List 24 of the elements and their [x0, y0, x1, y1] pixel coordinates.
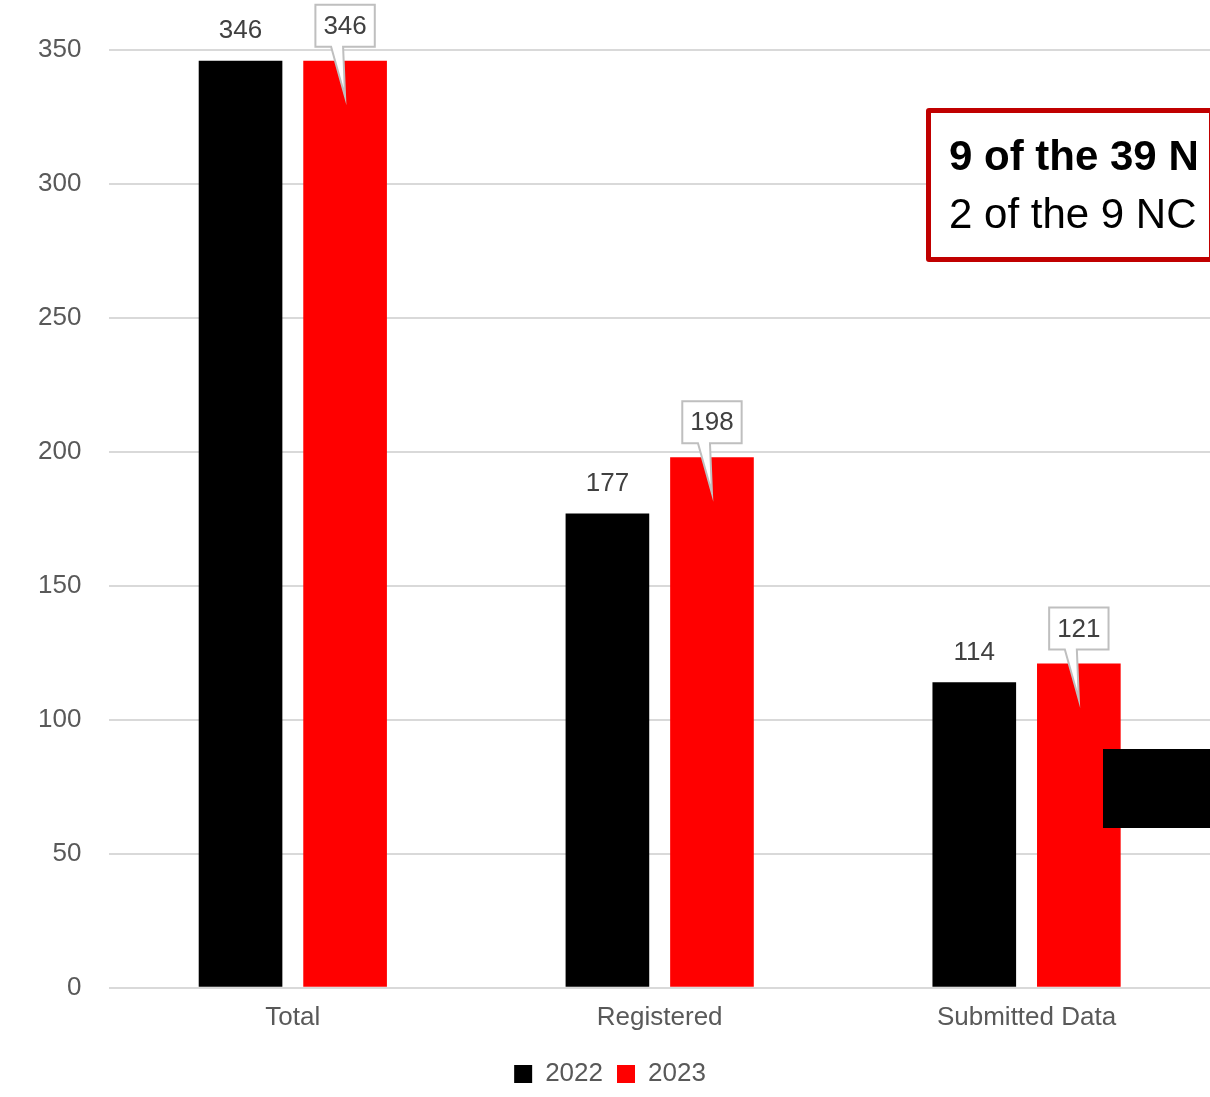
data-label: 114: [953, 635, 996, 666]
annotation: 2 of the 9 NC: [949, 189, 1198, 239]
y-tick-label: 300: [37, 167, 82, 198]
y-tick-label: 250: [37, 301, 82, 332]
data-label: 121: [1057, 612, 1101, 643]
bar: [932, 682, 1017, 987]
bar: [198, 60, 283, 987]
y-tick-label: 150: [37, 569, 82, 600]
legend-label: 2022: [545, 1057, 603, 1088]
y-tick-label: 50: [52, 837, 82, 867]
bar: [565, 513, 650, 987]
data-label: 346: [218, 13, 263, 44]
y-tick-label: 350: [37, 33, 82, 64]
y-tick-label: 200: [37, 435, 82, 466]
x-tick-label: Submitted Data: [936, 1000, 1117, 1031]
data-label: 198: [690, 406, 734, 437]
data-label: 177: [585, 466, 630, 497]
data-label: 346: [323, 9, 367, 40]
x-tick-label: Registered: [596, 1000, 723, 1031]
y-tick-label: 100: [37, 703, 82, 734]
legend-label: 2023: [648, 1057, 706, 1088]
annotation: 9 of the 39 N: [949, 131, 1199, 181]
y-tick-label: 0: [66, 970, 82, 1001]
x-tick-label: Total: [265, 1000, 321, 1031]
